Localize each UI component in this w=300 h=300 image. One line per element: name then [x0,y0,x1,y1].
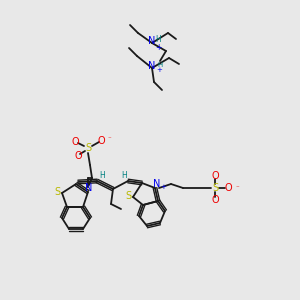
Text: N: N [85,183,93,193]
Text: S: S [54,187,60,197]
Text: H: H [99,172,105,181]
Text: N: N [148,36,156,46]
Text: ⁻: ⁻ [235,185,239,191]
Text: H: H [155,34,161,43]
Text: ⁻: ⁻ [107,136,111,142]
Text: +: + [156,67,162,73]
Text: O: O [74,151,82,161]
Text: O: O [224,183,232,193]
Text: +: + [155,43,161,52]
Text: O: O [71,137,79,147]
Text: S: S [85,143,91,153]
Text: S: S [212,183,218,193]
Text: O: O [97,136,105,146]
Text: H: H [158,62,163,68]
Text: H: H [121,172,127,181]
Text: S: S [125,191,131,201]
Text: O: O [211,195,219,205]
Text: +: + [160,184,166,190]
Text: N: N [148,61,156,71]
Text: O: O [211,171,219,181]
Text: N: N [153,179,161,189]
